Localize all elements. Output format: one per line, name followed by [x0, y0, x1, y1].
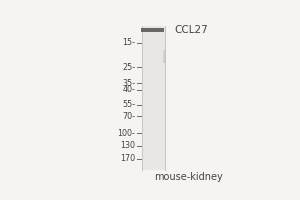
- Bar: [163, 50, 166, 63]
- Text: 40-: 40-: [122, 85, 135, 94]
- Text: mouse-kidney: mouse-kidney: [154, 172, 223, 182]
- Bar: [142, 26, 165, 170]
- Text: 35-: 35-: [122, 79, 135, 88]
- Text: CCL27: CCL27: [175, 25, 208, 35]
- Text: 100-: 100-: [117, 129, 135, 138]
- Text: 25-: 25-: [122, 63, 135, 72]
- Bar: [141, 28, 164, 32]
- Text: 70-: 70-: [122, 112, 135, 121]
- Text: 15-: 15-: [122, 38, 135, 47]
- Text: 55-: 55-: [122, 100, 135, 109]
- Text: 170: 170: [120, 154, 135, 163]
- Text: 130: 130: [120, 141, 135, 150]
